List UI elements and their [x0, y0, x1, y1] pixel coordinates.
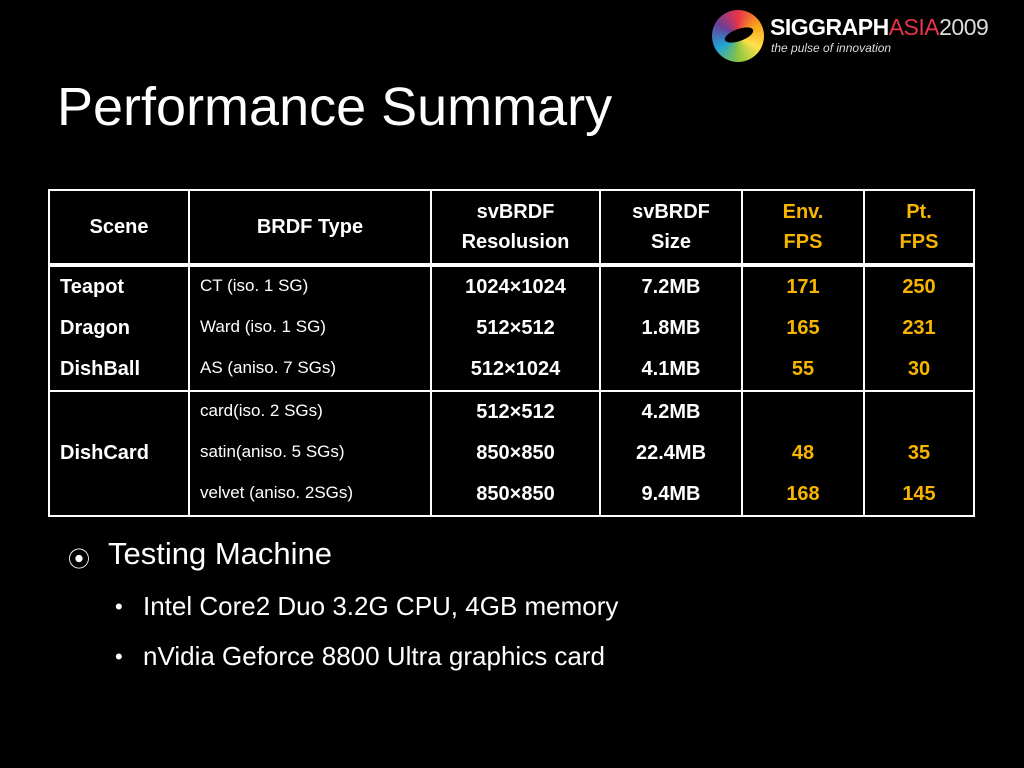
resolution-cell: 512×512	[430, 390, 601, 433]
table-row: velvet (aniso. 2SGs) 850×850 9.4MB 168 145	[49, 474, 975, 517]
header-cell: svBRDF Resolusion	[430, 189, 601, 267]
env-fps-cell: 48	[741, 433, 865, 474]
logo-icon	[712, 10, 764, 62]
size-cell: 9.4MB	[599, 474, 743, 517]
pt-fps-cell: 35	[863, 433, 975, 474]
header-cell: Pt. FPS	[863, 189, 975, 267]
bullet: Testing Machine	[108, 536, 333, 571]
logo-region: ASIA	[888, 14, 940, 40]
sub-bullet: Intel Core2 Duo 3.2G CPU, 4GB memory	[143, 591, 619, 621]
brdf-cell: Ward (iso. 1 SG)	[188, 308, 432, 349]
scene-cell: Dragon	[48, 308, 190, 349]
header-row: Scene BRDF Type svBRDF Resolusion svBRDF…	[48, 189, 975, 267]
scene-cell: Teapot	[48, 264, 190, 308]
brdf-cell: CT (iso. 1 SG)	[188, 264, 432, 308]
size-cell: 4.2MB	[599, 390, 743, 433]
logo-year: 2009	[939, 14, 989, 40]
brdf-cell: AS (aniso. 7 SGs)	[188, 349, 432, 391]
size-cell: 4.1MB	[599, 349, 743, 391]
header-cell: BRDF Type	[188, 189, 432, 267]
env-fps-cell	[741, 390, 865, 433]
env-fps-cell: 55	[741, 349, 865, 391]
header-cell: Env. FPS	[741, 189, 865, 267]
header-cell: svBRDF Size	[599, 189, 743, 267]
env-fps-cell: 168	[741, 474, 865, 517]
logo: SIGGRAPHASIA2009	[770, 14, 989, 41]
bullet-icon: •	[115, 644, 123, 669]
summary-table: Scene BRDF Type svBRDF Resolusion svBRDF…	[48, 189, 975, 517]
slide-title: Performance Summary	[57, 77, 613, 137]
pt-fps-cell: 145	[863, 474, 975, 517]
table-row: DishCard card(iso. 2 SGs) 512×512 4.2MB	[48, 390, 975, 517]
bullet-icon: ⦿	[68, 547, 91, 572]
sub-bullet: nVidia Geforce 8800 Ultra graphics card	[143, 641, 605, 671]
table-row: Dragon Ward (iso. 1 SG) 512×512 1.8MB 165 231	[48, 308, 975, 349]
header-cell: Scene	[48, 189, 190, 267]
pt-fps-cell: 250	[863, 264, 975, 308]
logo-brand: SIGGRAPH	[770, 14, 889, 40]
logo-tagline: the pulse of innovation	[771, 41, 892, 55]
env-fps-cell: 171	[741, 264, 865, 308]
resolution-cell: 512×1024	[430, 349, 601, 391]
table-row: DishBall AS (aniso. 7 SGs) 512×1024 4.1MB 55…	[48, 349, 975, 391]
env-fps-cell: 165	[741, 308, 865, 349]
resolution-cell: 850×850	[430, 433, 601, 474]
resolution-cell: 850×850	[430, 474, 601, 517]
bullet-icon: •	[115, 594, 123, 619]
brdf-cell: velvet (aniso. 2SGs)	[188, 474, 432, 517]
scene-cell: DishCard	[48, 390, 190, 517]
scene-cell: DishBall	[48, 349, 190, 391]
pt-fps-cell: 30	[863, 349, 975, 391]
size-cell: 1.8MB	[599, 308, 743, 349]
brdf-cell: satin(aniso. 5 SGs)	[188, 433, 432, 474]
pt-fps-cell: 231	[863, 308, 975, 349]
resolution-cell: 1024×1024	[430, 264, 601, 308]
table-row: Teapot CT (iso. 1 SG) 1024×1024 7.2MB 171 250	[48, 264, 975, 308]
resolution-cell: 512×512	[430, 308, 601, 349]
size-cell: 7.2MB	[599, 264, 743, 308]
size-cell: 22.4MB	[599, 433, 743, 474]
table-body: Teapot CT (iso. 1 SG) 1024×1024 7.2MB 171 250…	[48, 264, 975, 517]
brdf-cell: card(iso. 2 SGs)	[188, 390, 432, 433]
pt-fps-cell	[863, 390, 975, 433]
table-row: satin(aniso. 5 SGs) 850×850 22.4MB 48 35	[49, 433, 975, 474]
